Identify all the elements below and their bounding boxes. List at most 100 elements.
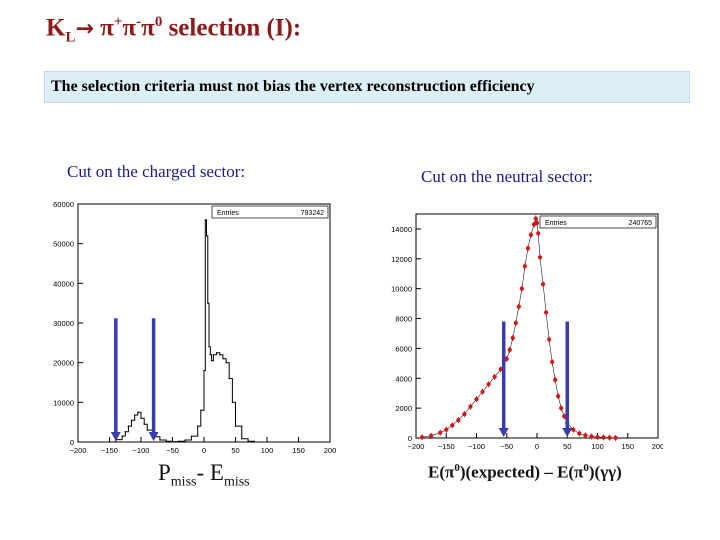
histogram-bin (197, 425, 199, 427)
x-tick-label: 0 (202, 446, 206, 455)
histogram-bin (134, 414, 136, 416)
banner-text: The selection criteria must not bias the… (51, 78, 535, 95)
histogram-bin (127, 425, 129, 427)
x-tick-label: 200 (324, 446, 337, 455)
stats-label: Entries (217, 210, 239, 217)
title-k-subscript: L (65, 29, 76, 46)
y-tick-label: 10000 (53, 398, 74, 407)
stats-box (211, 205, 329, 219)
y-tick-label: 8000 (395, 315, 412, 324)
histogram-bin (178, 440, 180, 442)
cut-arrowhead (148, 432, 159, 441)
decay-arrow-icon: → (75, 16, 94, 42)
x-tick-label: −200 (408, 442, 425, 451)
xlabel-r-b-sup: 0 (583, 462, 589, 474)
x-tick-label: 100 (591, 442, 604, 451)
data-point (438, 430, 443, 435)
histogram-bin (207, 302, 209, 304)
histogram-bin (209, 354, 211, 356)
data-point (507, 347, 512, 352)
y-tick-label: 10000 (391, 285, 412, 294)
data-point (516, 304, 521, 309)
histogram-bin (260, 441, 262, 443)
x-tick-label: −50 (500, 442, 513, 451)
data-point (533, 216, 538, 221)
x-tick-label: 0 (535, 442, 539, 451)
data-point (559, 406, 564, 411)
histogram-bin (102, 441, 104, 443)
title-k: K (46, 14, 66, 42)
histogram-bin (212, 354, 215, 356)
x-tick-label: −100 (468, 442, 485, 451)
data-point (550, 359, 555, 364)
xlabel-r-c: )(γγ) (588, 462, 622, 482)
cut-arrowhead (110, 432, 121, 441)
data-point (556, 394, 561, 399)
histogram-bin (143, 423, 145, 425)
x-tick-label: −150 (101, 446, 118, 455)
data-point (571, 427, 576, 432)
histogram-bin (272, 441, 274, 443)
histogram-bin (216, 352, 218, 354)
data-point (519, 286, 524, 291)
histogram-bin (241, 438, 243, 440)
histogram-bin (140, 417, 142, 419)
data-point (583, 433, 588, 438)
y-tick-label: 40000 (53, 279, 74, 288)
xlabel-e: - E (196, 460, 224, 485)
histogram-bin (137, 411, 139, 413)
cut-arrowhead (498, 428, 509, 437)
title-zero-sup: 0 (154, 14, 163, 30)
data-point (450, 423, 455, 428)
histogram-bin (222, 358, 224, 360)
xlabel-r-a-sup: 0 (454, 462, 460, 474)
histogram-bin (165, 440, 167, 442)
histogram-bin (210, 360, 213, 362)
stats-label: Entries (545, 220, 567, 227)
title-plus-sup: + (113, 14, 123, 30)
data-point (562, 414, 567, 419)
data-point (498, 367, 503, 372)
data-point (613, 435, 618, 440)
data-point (456, 417, 461, 423)
data-point (486, 382, 491, 387)
histogram-bin (266, 441, 268, 443)
title-pi-zero: π (141, 14, 155, 42)
histogram-bin (253, 441, 255, 443)
y-tick-label: 14000 (391, 225, 412, 234)
charged-sector-heading: Cut on the charged sector: (67, 162, 246, 181)
x-tick-label: 100 (261, 446, 274, 455)
criteria-banner: The selection criteria must not bias the… (44, 71, 690, 103)
charged-x-axis-label: Pmiss- Emiss (158, 460, 250, 491)
data-point (534, 220, 540, 226)
stats-value: 240765 (629, 220, 652, 227)
histogram-bin (225, 362, 227, 364)
x-tick-label: −150 (438, 442, 455, 451)
x-tick-label: −100 (133, 446, 150, 455)
data-point (462, 412, 467, 417)
histogram-bin (203, 370, 205, 372)
title-pi-minus: π (122, 14, 137, 42)
data-point (528, 232, 534, 238)
data-point (513, 320, 518, 326)
histogram-bin (204, 219, 206, 221)
histogram-bin (208, 346, 210, 348)
xlabel-p-sub: miss (170, 474, 197, 490)
data-point (577, 431, 582, 436)
x-tick-label: 200 (652, 442, 663, 451)
y-tick-label: 12000 (391, 255, 412, 264)
y-tick-label: 20000 (53, 359, 74, 368)
data-point (553, 377, 558, 382)
histogram-bin (124, 431, 126, 433)
data-point (510, 335, 515, 341)
x-tick-label: −50 (166, 446, 179, 455)
histogram-bin (130, 419, 133, 421)
data-point (607, 435, 612, 440)
data-point (589, 434, 594, 439)
stats-value: 793242 (301, 210, 324, 217)
data-point (444, 427, 449, 432)
y-tick-label: 4000 (395, 374, 412, 383)
xlabel-p: P (158, 460, 171, 485)
plot-frame (415, 213, 659, 439)
